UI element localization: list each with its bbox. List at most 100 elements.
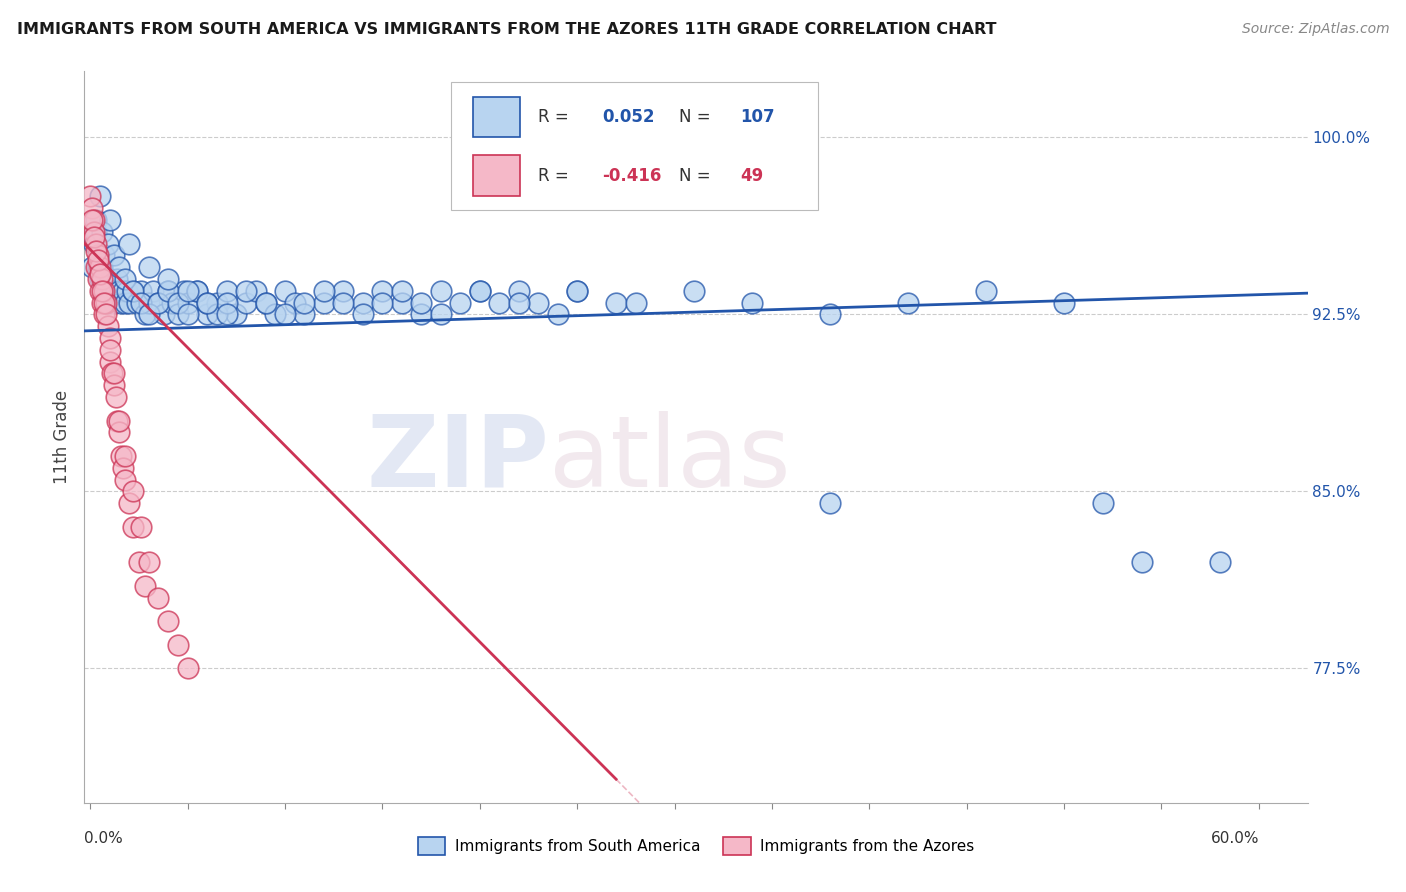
Point <box>1209 555 1232 569</box>
Point <box>87 253 110 268</box>
Point <box>1092 496 1115 510</box>
Point <box>112 284 135 298</box>
Point <box>125 295 148 310</box>
Point <box>186 284 208 298</box>
Point <box>89 189 111 203</box>
Point <box>100 367 122 381</box>
Point <box>134 579 156 593</box>
Point <box>741 295 763 310</box>
Point <box>157 284 180 298</box>
Point <box>605 295 627 310</box>
Text: 0.0%: 0.0% <box>84 831 124 847</box>
Point <box>547 307 569 321</box>
Point <box>411 295 433 310</box>
Point <box>89 272 111 286</box>
Point <box>89 267 111 281</box>
Point <box>264 307 287 321</box>
Point <box>84 236 107 251</box>
Point <box>93 248 115 262</box>
Point <box>974 284 997 298</box>
Point <box>89 260 111 275</box>
Point <box>108 284 131 298</box>
Point <box>411 307 433 321</box>
Point <box>104 284 127 298</box>
Text: 107: 107 <box>740 109 775 127</box>
Point <box>107 413 129 427</box>
Point <box>103 378 125 392</box>
Point <box>284 295 307 310</box>
Point <box>683 284 706 298</box>
Point <box>108 260 131 275</box>
Point <box>94 295 117 310</box>
Point <box>332 284 354 298</box>
Text: -0.416: -0.416 <box>602 167 661 185</box>
Point <box>122 284 145 298</box>
Point <box>93 307 115 321</box>
Point <box>157 272 180 286</box>
Text: R =: R = <box>538 167 574 185</box>
Text: ZIP: ZIP <box>367 410 550 508</box>
Point <box>94 284 117 298</box>
Point <box>1130 555 1153 569</box>
FancyBboxPatch shape <box>474 97 520 137</box>
Text: 49: 49 <box>740 167 763 185</box>
Point <box>97 295 120 310</box>
Point <box>90 295 112 310</box>
Point <box>118 295 141 310</box>
Point <box>103 295 125 310</box>
Point <box>508 284 530 298</box>
Point <box>138 307 160 321</box>
Point <box>118 236 141 251</box>
Point <box>103 367 125 381</box>
Text: 60.0%: 60.0% <box>1211 831 1258 847</box>
Point <box>215 284 238 298</box>
Point <box>195 295 218 310</box>
Point <box>371 295 394 310</box>
Text: N =: N = <box>679 109 710 127</box>
Point <box>129 295 152 310</box>
Point <box>274 307 297 321</box>
Point <box>90 225 112 239</box>
Point <box>114 295 136 310</box>
FancyBboxPatch shape <box>451 82 818 211</box>
Point <box>82 213 104 227</box>
Point <box>624 295 647 310</box>
Point <box>98 213 121 227</box>
Point <box>176 661 198 675</box>
Point <box>79 189 101 203</box>
Point <box>166 307 188 321</box>
Point <box>176 284 198 298</box>
FancyBboxPatch shape <box>474 155 520 195</box>
Point <box>82 201 104 215</box>
Point <box>108 425 131 440</box>
Point <box>430 307 453 321</box>
Point <box>565 284 588 298</box>
Point <box>294 307 316 321</box>
Point <box>93 295 115 310</box>
Text: N =: N = <box>679 167 710 185</box>
Point <box>148 591 170 605</box>
Point <box>391 284 413 298</box>
Text: atlas: atlas <box>550 410 790 508</box>
Point <box>84 244 107 258</box>
Point <box>114 473 136 487</box>
Point <box>166 638 188 652</box>
Point <box>897 295 920 310</box>
Point <box>195 307 218 321</box>
Point <box>274 284 297 298</box>
Point <box>468 284 491 298</box>
Point <box>352 307 374 321</box>
Point <box>235 295 257 310</box>
Point <box>527 295 550 310</box>
Point <box>160 295 183 310</box>
Point <box>820 496 842 510</box>
Point <box>430 284 453 298</box>
Point <box>84 260 107 275</box>
Point <box>82 260 104 275</box>
Point <box>176 295 198 310</box>
Point <box>294 295 316 310</box>
Point <box>205 295 228 310</box>
Point <box>173 284 195 298</box>
Point <box>83 229 105 244</box>
Point <box>153 307 176 321</box>
